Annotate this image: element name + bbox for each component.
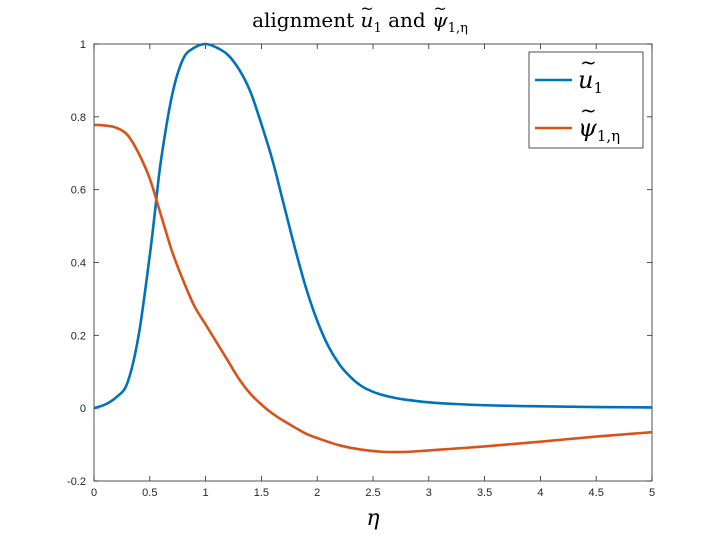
x-tick-label: 3 <box>426 487 432 499</box>
y-tick-label: 0.4 <box>71 258 86 270</box>
series-lines <box>93 42 653 454</box>
x-tick-label: 4 <box>537 487 543 499</box>
legend-label: u1 <box>578 66 603 97</box>
x-tick-labels: 0 0.5 1 1.5 2 2.5 3 3.5 4 4.5 5 <box>91 487 655 499</box>
title-u-sub: 1 <box>373 21 381 36</box>
title-tilde: ~ <box>433 0 446 18</box>
x-tick-label: 2 <box>314 487 320 499</box>
axis-ticks <box>93 43 653 482</box>
title-u: u <box>361 8 374 32</box>
y-tick-label: -0.2 <box>67 476 86 488</box>
legend-tilde: ~ <box>580 98 597 122</box>
x-tick-label: 1.5 <box>254 487 269 499</box>
title-tilde: ~ <box>360 0 373 18</box>
x-tick-label: 4.5 <box>589 487 604 499</box>
legend-box <box>528 51 644 149</box>
y-tick-label: 0.6 <box>71 185 86 197</box>
x-tick-label: 5 <box>649 487 655 499</box>
x-tick-label: 3.5 <box>477 487 492 499</box>
series-line-u1 <box>93 42 653 410</box>
series-line-psi <box>93 123 653 454</box>
legend-label: ψ1,η <box>578 114 620 145</box>
x-axis-label: η <box>366 506 379 531</box>
title-conj: and <box>382 8 432 32</box>
x-tick-label: 1 <box>203 487 209 499</box>
y-tick-label: 0.8 <box>71 112 86 124</box>
legend: u1~ψ1,η~ <box>528 50 644 149</box>
title-prefix: alignment <box>252 8 360 32</box>
title-psi: ψ <box>432 8 448 32</box>
chart-title: alignment u1 and ψ1,η <box>252 8 468 36</box>
x-tick-label: 0 <box>91 487 97 499</box>
y-tick-label: 1 <box>80 39 86 51</box>
legend-tilde: ~ <box>580 50 597 74</box>
y-tick-labels: -0.2 0 0.2 0.4 0.6 0.8 1 <box>67 39 86 488</box>
y-tick-label: 0.2 <box>71 330 86 342</box>
title-psi-sub: 1,η <box>448 21 468 36</box>
y-tick-label: 0 <box>80 403 86 415</box>
x-tick-label: 2.5 <box>365 487 380 499</box>
x-tick-label: 0.5 <box>142 487 157 499</box>
